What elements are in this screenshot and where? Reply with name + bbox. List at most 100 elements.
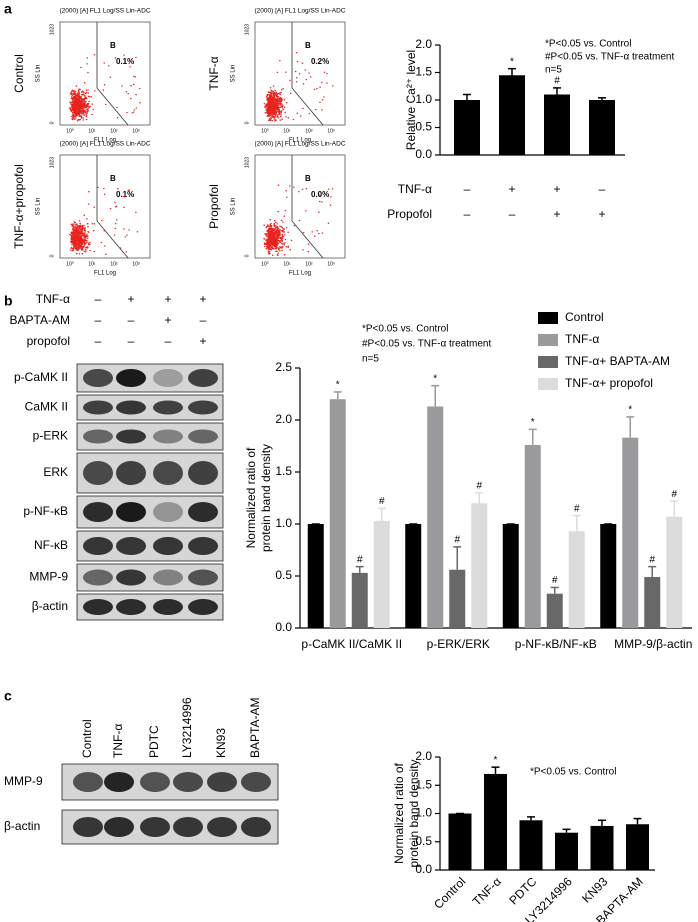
panel-letter: a: [4, 1, 12, 17]
significance-marker: #: [476, 480, 482, 491]
x-tick-label: 10⁰: [261, 128, 269, 134]
bar: [329, 399, 346, 628]
blot-row-label: MMP-9: [4, 774, 43, 788]
x-tick-label: 10²: [305, 128, 313, 134]
bar: [484, 773, 507, 870]
y-tick-label: 1023: [244, 24, 250, 35]
x-tick-label: 10¹: [283, 128, 291, 134]
blot-row-label: p-CaMK II: [14, 370, 68, 384]
condition-sign: +: [199, 334, 206, 348]
blot-band: [188, 429, 218, 444]
plot-frame: [254, 154, 346, 259]
x-tick-label: 10³: [132, 128, 140, 134]
gate: [96, 155, 129, 259]
blot-band: [83, 369, 113, 387]
bar: [555, 832, 578, 870]
blot-band: [83, 502, 113, 522]
bar: [405, 524, 422, 628]
blot-row-label: β-actin: [32, 599, 68, 613]
y-tick-label: 2.0: [415, 37, 432, 51]
y-tick-label: 1.5: [415, 777, 432, 791]
significance-marker: *: [433, 373, 437, 384]
flow-events: [263, 184, 334, 257]
x-tick-label: MMP-9/β-actin: [614, 637, 692, 651]
blot-band: [153, 569, 183, 586]
blot-band: [116, 537, 146, 555]
bar: [622, 437, 639, 628]
blot-band: [153, 400, 183, 415]
blot-band: [241, 772, 271, 792]
plot-title: (2000) [A] FL1 Log/SS Lin-ADC: [254, 8, 345, 15]
y-tick-label: 0.5: [415, 120, 432, 134]
y-tick-label: 2.0: [415, 749, 432, 763]
gate-label: B: [110, 41, 116, 50]
y-tick-label: 1.5: [415, 65, 432, 79]
condition-sign: +: [164, 313, 171, 327]
y-tick-label: 0.5: [415, 834, 432, 848]
y-tick-label: 0.0: [415, 862, 432, 876]
significance-marker: #: [671, 489, 677, 500]
condition-sign: –: [128, 313, 135, 327]
blot-band: [83, 400, 113, 415]
y-tick-label: 0.0: [275, 620, 292, 634]
blot-row-label: p-ERK: [33, 429, 68, 443]
legend-label: TNF-α: [565, 332, 599, 346]
gate: [291, 155, 324, 259]
legend-swatch: [538, 356, 558, 368]
annotation: n=5: [362, 354, 379, 365]
legend-label: TNF-α+ propofol: [565, 376, 653, 390]
plot-frame: [59, 21, 151, 126]
blot-row-label: CaMK II: [25, 400, 68, 414]
x-tick-label: 10¹: [88, 128, 96, 134]
plot-frame: [59, 154, 151, 259]
gate-percent: 0.1%: [116, 190, 134, 199]
y-tick-label: 0: [49, 254, 55, 257]
blot-band: [116, 569, 146, 586]
significance-marker: *: [531, 417, 535, 428]
x-axis-label: FL1 Log: [94, 138, 116, 144]
legend-swatch: [538, 334, 558, 346]
condition-sign: +: [127, 292, 134, 306]
y-tick-label: 0: [244, 254, 250, 257]
plot-title: (2000) [A] FL1 Log/SS Lin-ADC: [59, 8, 150, 15]
y-axis-label: Normalized ratio of: [392, 762, 406, 863]
bar: [471, 503, 488, 628]
bar: [590, 825, 614, 870]
row-label: TNF-α: [207, 56, 221, 90]
blot-band: [188, 502, 218, 522]
y-axis-label: SS Lin: [231, 65, 237, 83]
bar: [307, 524, 324, 628]
bar: [427, 406, 444, 628]
bar: [544, 94, 570, 155]
panel-letter: c: [4, 688, 12, 704]
blot-band: [173, 817, 203, 837]
row-label: Control: [12, 54, 26, 93]
significance-marker: *: [510, 56, 514, 67]
annotation: #P<0.05 vs. TNF-α treatment: [362, 339, 491, 350]
blot-band: [116, 400, 146, 415]
condition-label: Propofol: [387, 207, 432, 221]
lane-label: PDTC: [147, 725, 161, 758]
bar: [448, 813, 472, 870]
condition-sign: –: [464, 207, 471, 221]
blot-row-label: β-actin: [4, 819, 40, 833]
bar: [519, 820, 543, 870]
condition-label: TNF-α: [398, 182, 432, 196]
gate-percent: 0.1%: [116, 57, 134, 66]
blot-band: [153, 369, 183, 387]
condition-sign: +: [508, 182, 515, 196]
condition-sign: –: [95, 292, 102, 306]
blot-row-label: p-NF-κB: [23, 504, 68, 518]
legend-label: TNF-α+ BAPTA-AM: [565, 354, 670, 368]
x-tick-label: 10⁰: [261, 261, 269, 267]
y-tick-label: 1.0: [415, 92, 432, 106]
x-tick-label: p-NF-κB/NF-κB: [515, 637, 597, 651]
x-tick-label: 10²: [305, 261, 313, 267]
blot-band: [140, 772, 170, 792]
bar: [600, 524, 617, 628]
x-tick-label: 10²: [110, 261, 118, 267]
bar: [589, 100, 615, 155]
y-tick-label: 0: [244, 121, 250, 124]
blot-band: [241, 817, 271, 837]
